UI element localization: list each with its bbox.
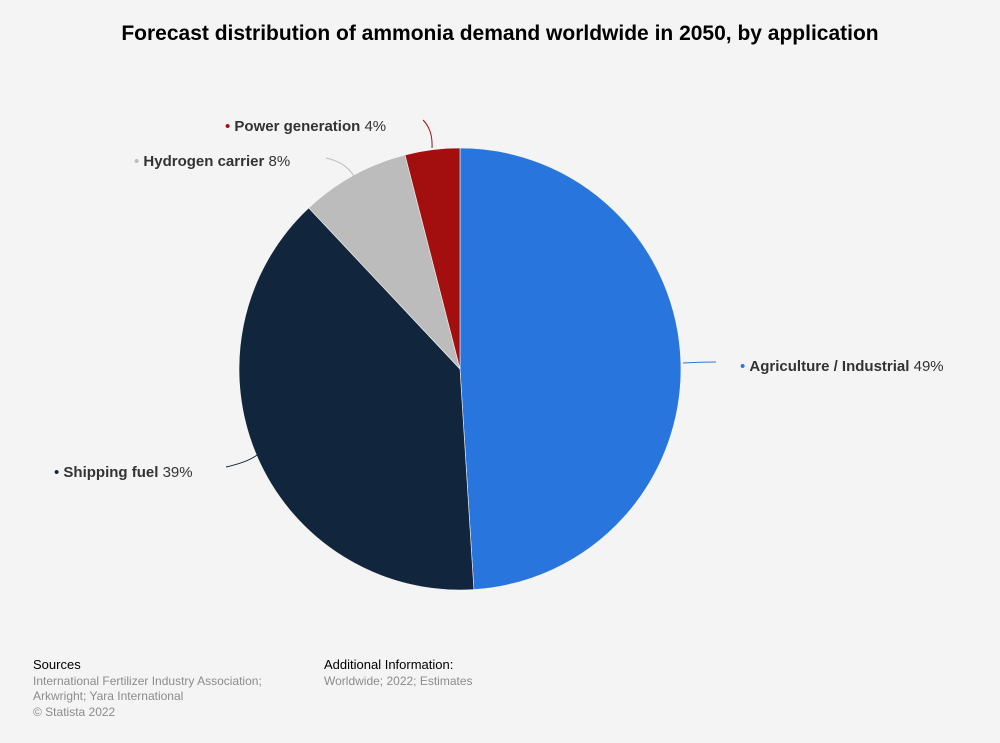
pie-slice-shipping-fuel[interactable] bbox=[238, 207, 475, 591]
leader-line-hydrogen-carrier bbox=[325, 157, 355, 177]
data-label-hydrogen-carrier: • Hydrogen carrier 8% bbox=[134, 153, 290, 170]
data-label-agriculture-industrial: • Agriculture / Industrial 49% bbox=[740, 358, 944, 375]
slice-value-hydrogen-carrier: 8% bbox=[264, 153, 290, 170]
sources-line-2[interactable]: Arkwright; Yara International bbox=[33, 689, 184, 703]
slice-name-agriculture-industrial: Agriculture / Industrial bbox=[749, 358, 909, 375]
chart-title: Forecast distribution of ammonia demand … bbox=[121, 22, 879, 45]
slice-value-agriculture-industrial: 49% bbox=[909, 358, 943, 375]
sources-line-1[interactable]: International Fertilizer Industry Associ… bbox=[33, 673, 262, 688]
bullet-power-generation: • bbox=[225, 118, 234, 135]
data-label-shipping-fuel: • Shipping fuel 39% bbox=[54, 464, 193, 481]
slice-value-shipping-fuel: 39% bbox=[158, 464, 192, 481]
sources-block: Sources International Fertilizer Industr… bbox=[33, 657, 293, 720]
bullet-shipping-fuel: • bbox=[54, 464, 63, 481]
slice-name-shipping-fuel: Shipping fuel bbox=[63, 464, 158, 481]
pie-slice-agriculture-industrial[interactable] bbox=[459, 147, 682, 590]
slice-name-power-generation: Power generation bbox=[234, 118, 360, 135]
leader-line-agriculture-industrial bbox=[682, 361, 717, 364]
copyright: © Statista 2022 bbox=[33, 704, 116, 719]
bullet-agriculture-industrial: • bbox=[740, 358, 749, 375]
additional-info-heading: Additional Information: bbox=[324, 657, 454, 672]
slice-name-hydrogen-carrier: Hydrogen carrier bbox=[143, 153, 264, 170]
bullet-hydrogen-carrier: • bbox=[134, 153, 143, 170]
leader-line-shipping-fuel bbox=[225, 454, 258, 468]
pie-slice-power-generation[interactable] bbox=[404, 147, 461, 370]
data-label-power-generation: • Power generation 4% bbox=[225, 118, 386, 135]
sources-heading: Sources bbox=[33, 657, 81, 672]
additional-info-block: Additional Information: Worldwide; 2022;… bbox=[324, 657, 584, 689]
additional-info-text: Worldwide; 2022; Estimates bbox=[324, 673, 473, 688]
slice-value-power-generation: 4% bbox=[360, 118, 386, 135]
leader-line-power-generation bbox=[422, 119, 433, 149]
